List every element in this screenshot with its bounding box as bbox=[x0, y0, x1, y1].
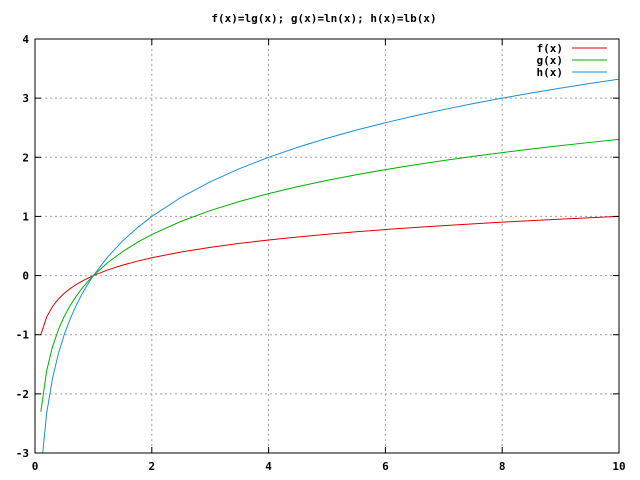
grid-layer bbox=[35, 39, 619, 453]
y-tick-label: -3 bbox=[16, 447, 29, 460]
y-tick-label: 3 bbox=[22, 92, 29, 105]
legend-label: h(x) bbox=[537, 66, 564, 79]
x-tick-label: 10 bbox=[612, 460, 625, 473]
series-line-fx bbox=[40, 215, 619, 335]
y-tick-label: 2 bbox=[22, 151, 29, 164]
y-tick-label: -1 bbox=[16, 329, 30, 342]
y-tick-label: 1 bbox=[22, 210, 29, 223]
plot-frame bbox=[34, 38, 620, 454]
legend: f(x)g(x)h(x) bbox=[537, 42, 607, 79]
x-tick-label: 4 bbox=[265, 460, 272, 473]
curve-layer bbox=[40, 78, 619, 453]
chart-title: f(x)=lg(x); g(x)=ln(x); h(x)=lb(x) bbox=[211, 12, 436, 25]
y-tick-label: 4 bbox=[22, 33, 29, 46]
series-line-gx bbox=[40, 138, 619, 412]
x-tick-label: 2 bbox=[148, 460, 155, 473]
x-tick-label: 8 bbox=[499, 460, 506, 473]
y-tick-label: -2 bbox=[16, 388, 29, 401]
y-tick-label: 0 bbox=[22, 270, 29, 283]
legend-label: f(x) bbox=[537, 42, 564, 55]
tick-layer: 0 2 4 6 8 10 -3 -2 -1 0 1 2 3 4 bbox=[16, 33, 626, 473]
x-tick-label: 0 bbox=[32, 460, 39, 473]
legend-label: g(x) bbox=[537, 54, 564, 67]
series-line-hx bbox=[42, 78, 619, 453]
x-tick-label: 6 bbox=[382, 460, 389, 473]
